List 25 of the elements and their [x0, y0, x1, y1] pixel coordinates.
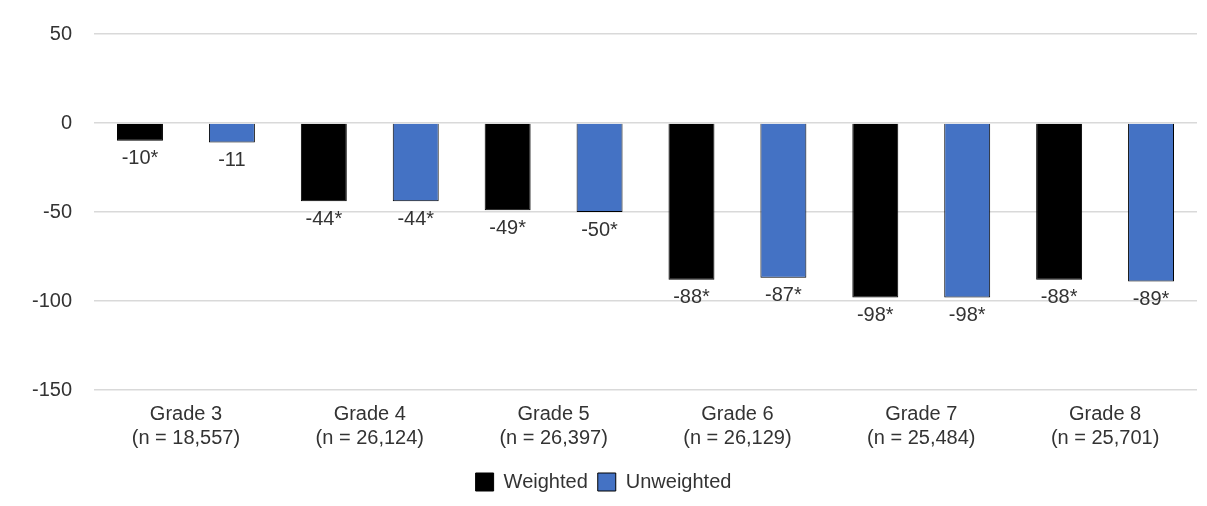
data-label: -88*: [1040, 285, 1078, 308]
data-label: -98*: [856, 302, 894, 325]
y-tick-label: 50: [49, 21, 73, 44]
x-tick-label: Grade 4 (n = 26,124): [315, 401, 424, 448]
y-tick-label: 0: [60, 110, 73, 133]
data-label: -89*: [1132, 286, 1170, 309]
data-label: -87*: [765, 283, 802, 306]
data-label: -88*: [673, 285, 711, 308]
y-tick-label: -50: [43, 199, 73, 222]
x-tick-label: Grade 7 (n = 25,484): [867, 401, 976, 448]
y-tick-label: -100: [32, 288, 73, 311]
data-label: -44*: [305, 206, 343, 229]
data-label: -11: [218, 148, 246, 171]
x-tick-label: Grade 5 (n = 26,397): [499, 401, 608, 448]
x-tick-label: Grade 6 (n = 26,129): [683, 401, 792, 448]
x-tick-label: Grade 8 (n = 25,701): [1050, 401, 1160, 448]
legend-label: Weighted: [503, 469, 588, 492]
x-tick-label: Grade 3 (n = 18,557): [131, 401, 241, 448]
data-label: -98*: [948, 302, 986, 325]
y-tick-label: -150: [32, 377, 73, 400]
data-label: -10*: [121, 146, 159, 169]
data-label: -49*: [489, 215, 527, 238]
data-label: -50*: [581, 217, 619, 240]
legend-label: Unweighted: [625, 469, 732, 492]
data-label: -44*: [397, 206, 435, 229]
